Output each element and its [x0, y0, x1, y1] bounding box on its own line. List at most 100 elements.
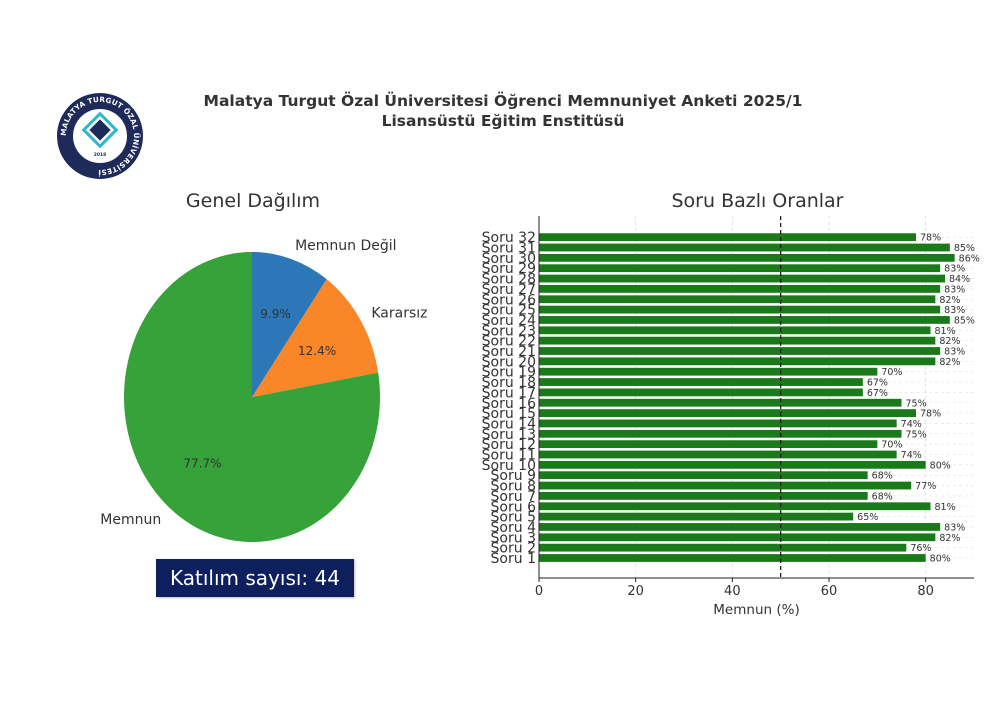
- bar-value-label: 82%: [939, 336, 960, 347]
- pie-pct-label: 12.4%: [298, 344, 336, 358]
- bar-value-label: 85%: [954, 243, 975, 254]
- bar-value-label: 82%: [939, 357, 960, 368]
- bar-x-tick-label: 20: [627, 584, 644, 599]
- bar-rect: [539, 419, 897, 428]
- bar-value-label: 68%: [872, 471, 893, 482]
- bar-rect: [539, 274, 945, 283]
- bar-rect: [539, 523, 941, 531]
- bar-rect: [539, 305, 941, 314]
- bar-value-label: 75%: [906, 429, 927, 440]
- participation-count-badge: Katılım sayısı: 44: [156, 559, 354, 597]
- bar-rect: [539, 512, 854, 521]
- bar-value-label: 86%: [959, 253, 980, 264]
- bar-value-label: 67%: [867, 388, 888, 399]
- bar-rect: [539, 295, 936, 304]
- bar-rect: [539, 502, 931, 511]
- bar-value-label: 83%: [944, 347, 965, 358]
- bar-rect: [539, 264, 941, 273]
- bar-value-label: 77%: [915, 481, 936, 492]
- bar-value-label: 70%: [881, 367, 902, 378]
- page-title-line1: Malatya Turgut Özal Üniversitesi Öğrenci…: [203, 92, 803, 110]
- pie-slice: [252, 252, 327, 397]
- bar-x-tick-label: 60: [821, 584, 838, 599]
- bar-category-label: Soru 2: [491, 541, 536, 557]
- bar-value-label: 83%: [944, 305, 965, 316]
- bar-value-label: 84%: [949, 274, 970, 285]
- bar-rect: [539, 367, 878, 376]
- bar-rect: [539, 253, 955, 262]
- logo-diamond-inner: [89, 119, 111, 141]
- bar-category-label: Soru 29: [482, 261, 536, 277]
- bar-category-label: Soru 28: [482, 272, 536, 288]
- bar-rect: [539, 409, 916, 417]
- bar-category-label: Soru 17: [482, 385, 536, 401]
- bar-x-tick-label: 80: [917, 584, 934, 599]
- pie-slice-label: Memnun: [100, 512, 161, 528]
- bar-value-label: 83%: [944, 264, 965, 275]
- bar-rect: [539, 388, 863, 397]
- bar-value-label: 78%: [920, 409, 941, 420]
- bar-x-tick-label: 40: [724, 584, 741, 599]
- bar-rect: [539, 533, 936, 542]
- bar-value-label: 80%: [930, 460, 951, 471]
- bar-category-label: Soru 18: [482, 375, 536, 391]
- bar-rect: [539, 316, 950, 324]
- bar-rect: [539, 481, 912, 490]
- bar-value-label: 81%: [935, 326, 956, 337]
- bar-value-label: 80%: [930, 554, 951, 565]
- bar-rect: [539, 233, 916, 242]
- bar-value-label: 85%: [954, 315, 975, 326]
- bar-value-label: 82%: [939, 295, 960, 306]
- bar-category-label: Soru 25: [482, 303, 536, 319]
- logo-year: 2018: [94, 152, 107, 158]
- bar-category-label: Soru 11: [482, 448, 536, 464]
- bar-category-label: Soru 21: [482, 344, 536, 360]
- page-title-line2: Lisansüstü Eğitim Enstitüsü: [381, 112, 625, 130]
- bar-value-label: 82%: [939, 533, 960, 544]
- bar-rect: [539, 243, 950, 252]
- bar-category-label: Soru 14: [482, 416, 536, 432]
- bar-x-tick-label: 0: [535, 584, 543, 599]
- bar-category-label: Soru 15: [482, 406, 536, 422]
- bar-category-label: Soru 19: [482, 365, 536, 381]
- bar-rect: [539, 471, 868, 480]
- bar-category-label: Soru 16: [482, 396, 536, 412]
- pie-slice-label: Memnun Değil: [295, 238, 396, 254]
- pie-pct-label: 77.7%: [183, 457, 221, 471]
- bar-rect: [539, 285, 941, 293]
- bar-category-label: Soru 7: [491, 489, 536, 505]
- bar-category-label: Soru 24: [482, 313, 536, 329]
- bar-value-label: 74%: [901, 450, 922, 461]
- pie-slice-label: Kararsız: [371, 305, 427, 321]
- bar-value-label: 65%: [857, 512, 878, 523]
- bar-value-label: 67%: [867, 378, 888, 389]
- bar-rect: [539, 543, 907, 552]
- bar-category-label: Soru 22: [482, 334, 536, 350]
- bar-value-label: 81%: [935, 502, 956, 513]
- pie-chart-title: Genel Dağılım: [185, 190, 321, 212]
- bar-category-label: Soru 3: [491, 530, 536, 546]
- bar-rect: [539, 347, 941, 355]
- bar-rect: [539, 429, 902, 438]
- bar-category-label: Soru 32: [482, 230, 536, 246]
- bar-value-label: 83%: [944, 522, 965, 533]
- pie-slice: [252, 279, 379, 397]
- bar-rect: [539, 492, 868, 500]
- bar-rect: [539, 336, 936, 345]
- bar-category-label: Soru 4: [491, 520, 537, 536]
- bar-category-label: Soru 26: [482, 292, 536, 308]
- university-logo: MALATYA TURGUT ÖZAL ÜNİVERSİTESİ 2018: [57, 93, 143, 179]
- bar-x-axis-label: Memnun (%): [713, 602, 799, 618]
- bar-category-label: Soru 1: [491, 551, 536, 567]
- bar-value-label: 70%: [881, 440, 902, 451]
- bar-category-label: Soru 20: [482, 354, 536, 370]
- bar-category-label: Soru 8: [491, 479, 536, 495]
- bar-value-label: 68%: [872, 491, 893, 502]
- bar-value-label: 83%: [944, 284, 965, 295]
- bar-rect: [539, 326, 931, 335]
- bar-rect: [539, 460, 926, 469]
- bar-rect: [539, 450, 897, 459]
- bar-category-label: Soru 23: [482, 323, 536, 339]
- bar-rect: [539, 357, 936, 366]
- bar-category-label: Soru 9: [491, 468, 536, 484]
